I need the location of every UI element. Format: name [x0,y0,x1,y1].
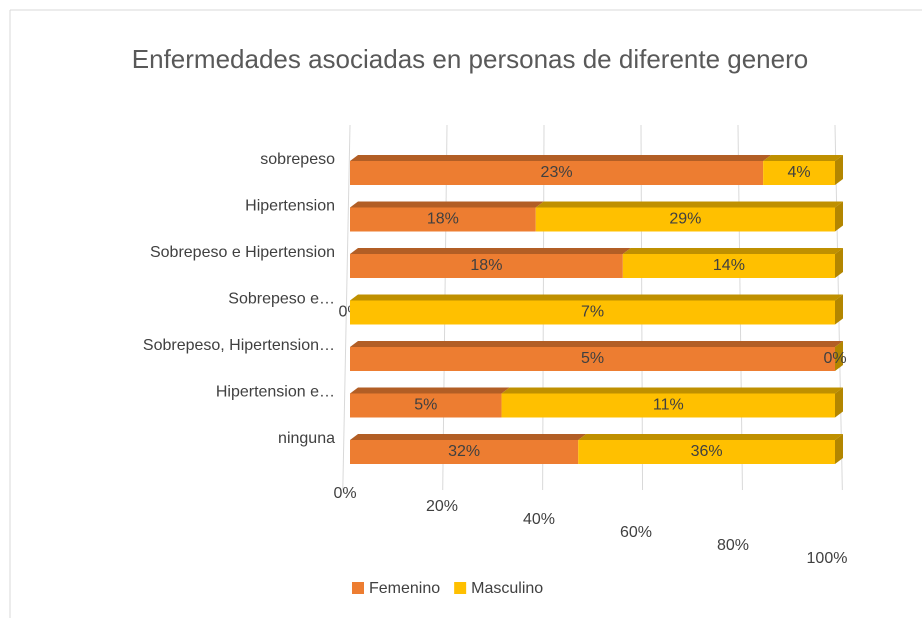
bar-side [835,155,843,185]
bar-top [622,248,843,254]
bar-top [501,387,843,394]
y-tick-label: Sobrepeso e Hipertension [150,244,335,261]
bar [350,300,835,325]
x-tick-label: 20% [426,498,458,515]
bar-top [350,294,843,301]
chart-title: Enfermedades asociadas en personas de di… [131,44,809,74]
data-label: 18% [470,257,502,274]
grid-line [342,124,351,491]
bar-side [835,434,843,464]
bar-top [578,434,843,440]
legend-label: Masculino [471,580,543,597]
bar-top [350,155,772,161]
data-label: 29% [669,211,701,228]
x-tick-label: 40% [523,511,555,528]
bar-top [350,387,510,394]
data-label: 5% [581,350,604,367]
bar [350,161,764,185]
data-label: 4% [788,164,811,181]
legend-label: Femenino [369,580,440,597]
bar-side [835,294,843,325]
bar-side [835,341,843,371]
bar-side [835,248,843,278]
data-label: 18% [427,211,459,228]
y-tick-label: Hipertension [245,198,335,215]
x-tick-label: 60% [620,524,652,541]
bar [350,207,536,232]
bar-top [350,341,843,347]
bar-side [835,201,843,232]
bar [501,393,835,418]
data-label: 11% [653,397,684,414]
bar [350,440,579,464]
bar-top [535,201,843,208]
data-label: 23% [541,164,573,181]
bar-top [350,248,631,254]
x-tick-label: 0% [333,485,356,502]
data-label: 36% [691,443,723,460]
data-label: 14% [713,257,745,274]
bar-side [835,387,843,418]
bar [350,254,623,278]
y-tick-label: sobrepeso [260,151,335,168]
bar-top [763,155,843,161]
bar [350,347,835,371]
x-tick-label: 100% [807,550,848,567]
data-label: 32% [448,443,480,460]
legend-swatch [454,582,467,594]
bar-top [350,201,544,208]
y-tick-label: Sobrepeso e… [228,291,335,308]
data-label: 7% [581,304,604,321]
bar [535,207,835,232]
legend-swatch [352,582,364,594]
y-tick-label: Hipertension e… [216,384,335,401]
y-tick-label: Sobrepeso, Hipertension… [143,337,335,354]
data-label: 0% [823,350,846,367]
bar [622,254,835,278]
bar [763,161,835,185]
data-label: 5% [414,397,437,414]
bar [350,393,502,418]
y-tick-label: ninguna [278,430,335,447]
x-tick-label: 80% [717,537,749,554]
bar-top [350,434,587,440]
bar [578,440,835,464]
